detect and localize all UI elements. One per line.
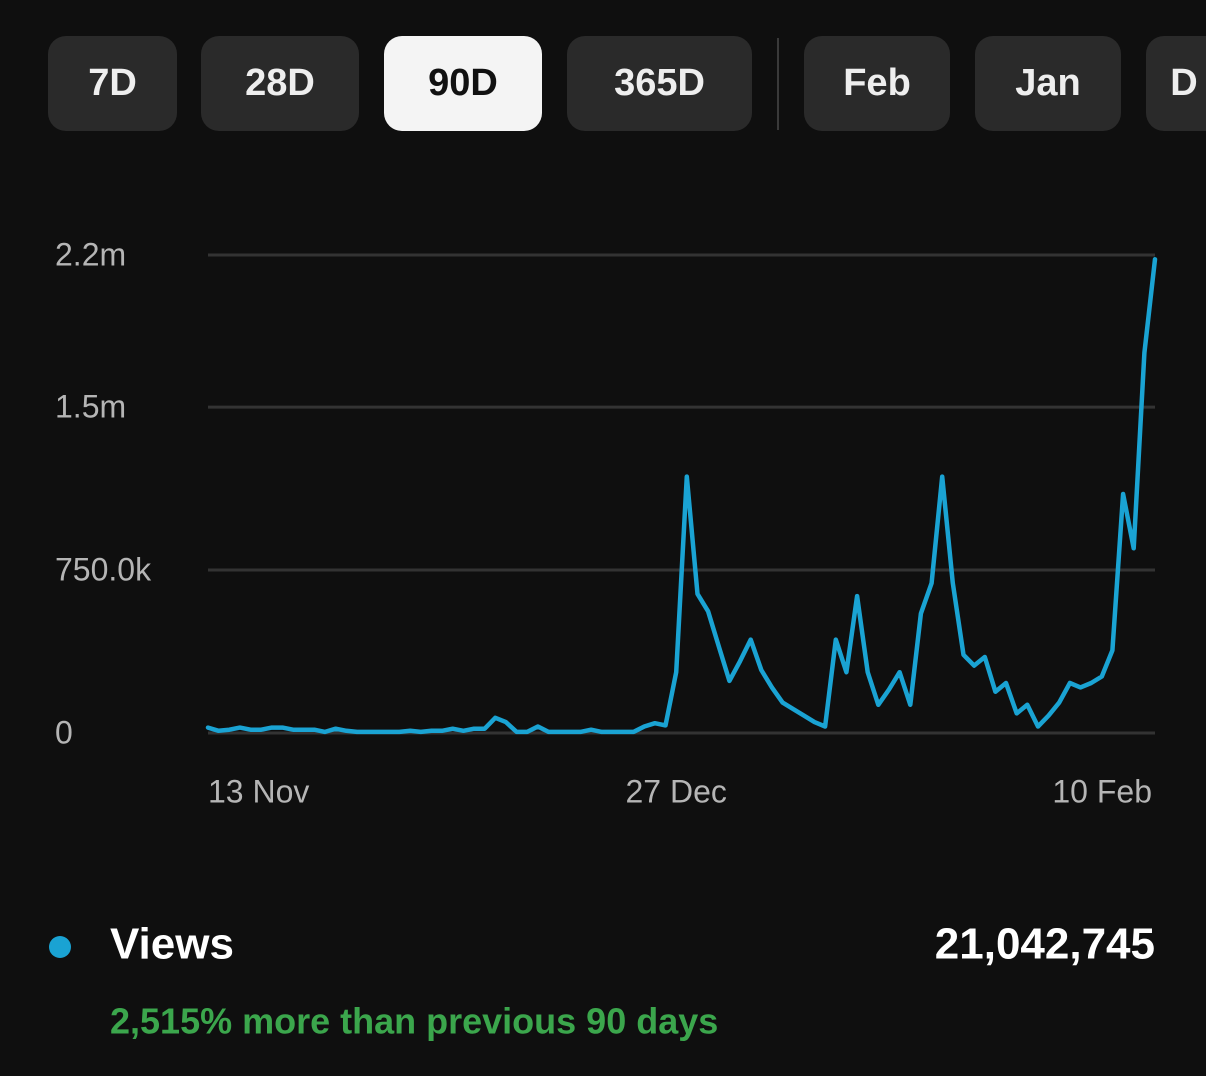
legend-dot [49, 936, 71, 958]
tab-button[interactable] [975, 36, 1121, 131]
tab-label[interactable]: Jan [1015, 62, 1080, 104]
change-text: 2,515% more than previous 90 days [110, 1001, 718, 1042]
x-tick-label: 10 Feb [1052, 773, 1152, 809]
y-tick-label: 0 [55, 714, 73, 750]
legend-label: Views [110, 920, 234, 969]
views-line [205, 257, 1158, 735]
tab-button[interactable] [804, 36, 950, 131]
tab-label[interactable]: 7D [88, 62, 137, 104]
x-tick-label: 13 Nov [208, 773, 309, 809]
tab-label[interactable]: 90D [428, 62, 498, 104]
total-value: 21,042,745 [935, 920, 1155, 969]
tab-button[interactable] [567, 36, 752, 131]
y-tick-label: 2.2m [55, 236, 126, 272]
y-tick-label: 1.5m [55, 389, 126, 425]
tab-button[interactable] [1146, 36, 1206, 131]
tab-button[interactable] [384, 36, 542, 131]
tab-button[interactable] [48, 36, 177, 131]
tab-label[interactable]: 28D [245, 62, 315, 104]
y-tick-label: 750.0k [55, 551, 152, 587]
tab-label[interactable]: 365D [614, 62, 705, 104]
tab-button[interactable] [201, 36, 359, 131]
tab-label[interactable]: D [1170, 62, 1197, 104]
x-tick-label: 27 Dec [625, 773, 726, 809]
tab-label[interactable]: Feb [843, 62, 911, 104]
